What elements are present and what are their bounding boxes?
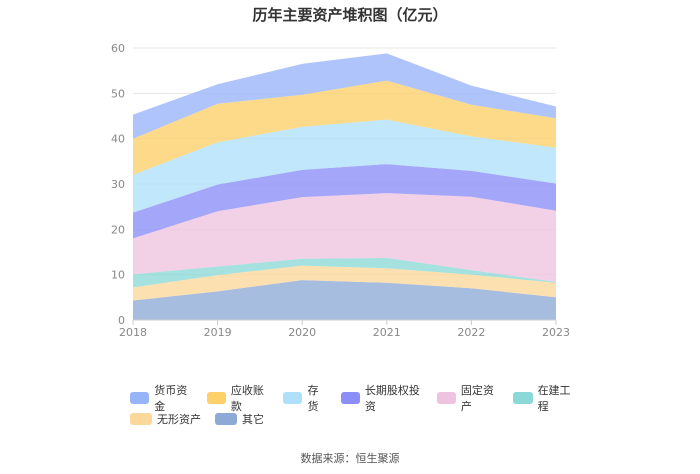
legend-swatch — [283, 392, 303, 404]
area-series-7 — [133, 53, 556, 139]
legend-label: 其它 — [242, 413, 264, 426]
legend-label: 无形资产 — [157, 413, 201, 426]
x-tick-label: 2019 — [204, 326, 232, 339]
legend-label: 存货 — [307, 384, 319, 413]
legend-label: 固定资产 — [460, 384, 494, 413]
area-series-5 — [133, 119, 556, 213]
legend-item[interactable]: 固定资产 — [436, 382, 500, 414]
legend-swatch — [436, 392, 456, 404]
area-series-1 — [133, 265, 556, 301]
x-tick-label: 2018 — [119, 326, 147, 339]
legend-row: 货币资金 应收账款 存货 长期股权投资 固定资产 在建工程 — [130, 384, 590, 413]
legend-label: 应收账款 — [230, 384, 264, 413]
y-tick-label: 40 — [111, 133, 125, 146]
data-source-note: 数据来源：恒生聚源 — [300, 452, 400, 465]
area-series-3 — [133, 193, 556, 282]
legend-label: 长期股权投资 — [364, 384, 420, 413]
legend-item[interactable]: 应收账款 — [206, 382, 270, 414]
y-tick-label: 0 — [118, 314, 125, 327]
chart-title: 历年主要资产堆积图（亿元） — [252, 6, 448, 24]
y-tick-label: 60 — [111, 42, 125, 55]
legend-swatch — [513, 392, 533, 404]
legend-swatch — [340, 392, 360, 404]
legend-item[interactable]: 在建工程 — [513, 382, 576, 414]
legend-swatch — [215, 413, 237, 425]
stacked-area-chart: 0 10 20 30 40 50 60 2018 2019 2020 2021 2022 2023 — [111, 42, 570, 339]
x-tick-label: 2020 — [288, 326, 316, 339]
chart-legend: 货币资金 应收账款 存货 长期股权投资 固定资产 在建工程无形资产 其它 — [130, 384, 590, 430]
y-tick-label: 10 — [111, 269, 125, 282]
area-series-2 — [133, 257, 556, 288]
legend-item[interactable]: 货币资金 — [130, 382, 193, 414]
x-tick-label: 2022 — [457, 326, 485, 339]
area-series-0 — [133, 280, 556, 320]
y-tick-label: 50 — [111, 87, 125, 100]
legend-swatch — [130, 392, 150, 404]
x-tick-label: 2023 — [542, 326, 570, 339]
x-tick-label: 2021 — [373, 326, 401, 339]
y-tick-label: 20 — [111, 223, 125, 236]
legend-swatch — [206, 392, 226, 404]
area-series-6 — [133, 80, 556, 175]
legend-swatch — [130, 413, 152, 425]
y-tick-label: 30 — [111, 178, 125, 191]
legend-item[interactable]: 无形资产 — [130, 411, 201, 427]
legend-item[interactable]: 存货 — [283, 382, 326, 414]
legend-label: 货币资金 — [154, 384, 188, 413]
legend-item[interactable]: 长期股权投资 — [340, 382, 423, 414]
legend-label: 在建工程 — [537, 384, 571, 413]
legend-row: 无形资产 其它 — [130, 409, 590, 429]
area-series-4 — [133, 164, 556, 239]
legend-item[interactable]: 其它 — [215, 411, 264, 427]
